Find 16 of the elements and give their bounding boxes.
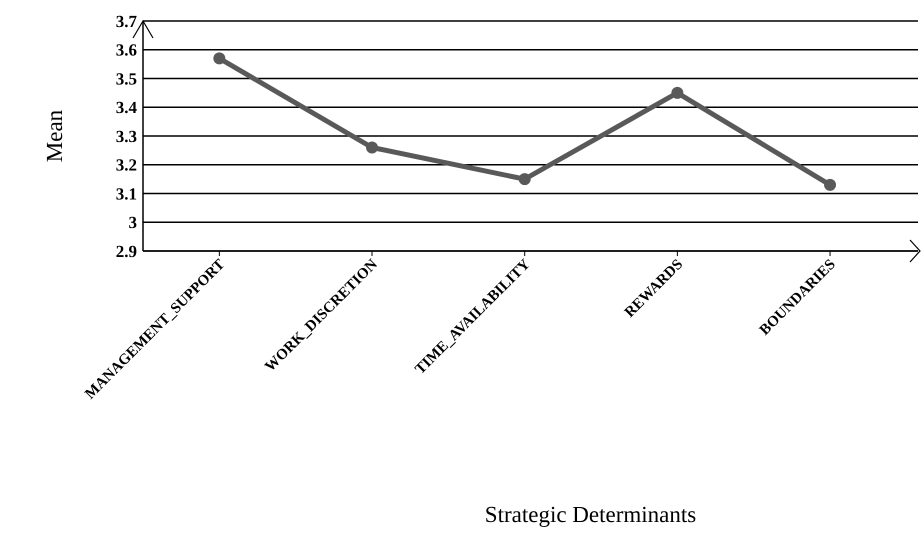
y-tick-label: 3 xyxy=(128,213,137,232)
y-tick-label: 3.4 xyxy=(116,98,138,118)
y-tick-label: 3.6 xyxy=(116,40,137,60)
y-tick-label: 3.3 xyxy=(116,126,137,146)
y-axis-title: Mean xyxy=(42,109,67,162)
y-tick-label: 2.9 xyxy=(116,242,137,261)
point xyxy=(671,86,684,99)
y-tick-label: 3.7 xyxy=(116,12,138,31)
point xyxy=(518,173,531,186)
y-tick-label: 3.5 xyxy=(116,69,137,88)
point xyxy=(213,52,226,64)
x-axis-title: Strategic Determinants xyxy=(484,502,696,527)
point xyxy=(366,142,378,154)
y-tick-label: 3.1 xyxy=(116,184,137,204)
y-tick-label: 3.2 xyxy=(116,156,137,175)
point xyxy=(824,178,836,191)
